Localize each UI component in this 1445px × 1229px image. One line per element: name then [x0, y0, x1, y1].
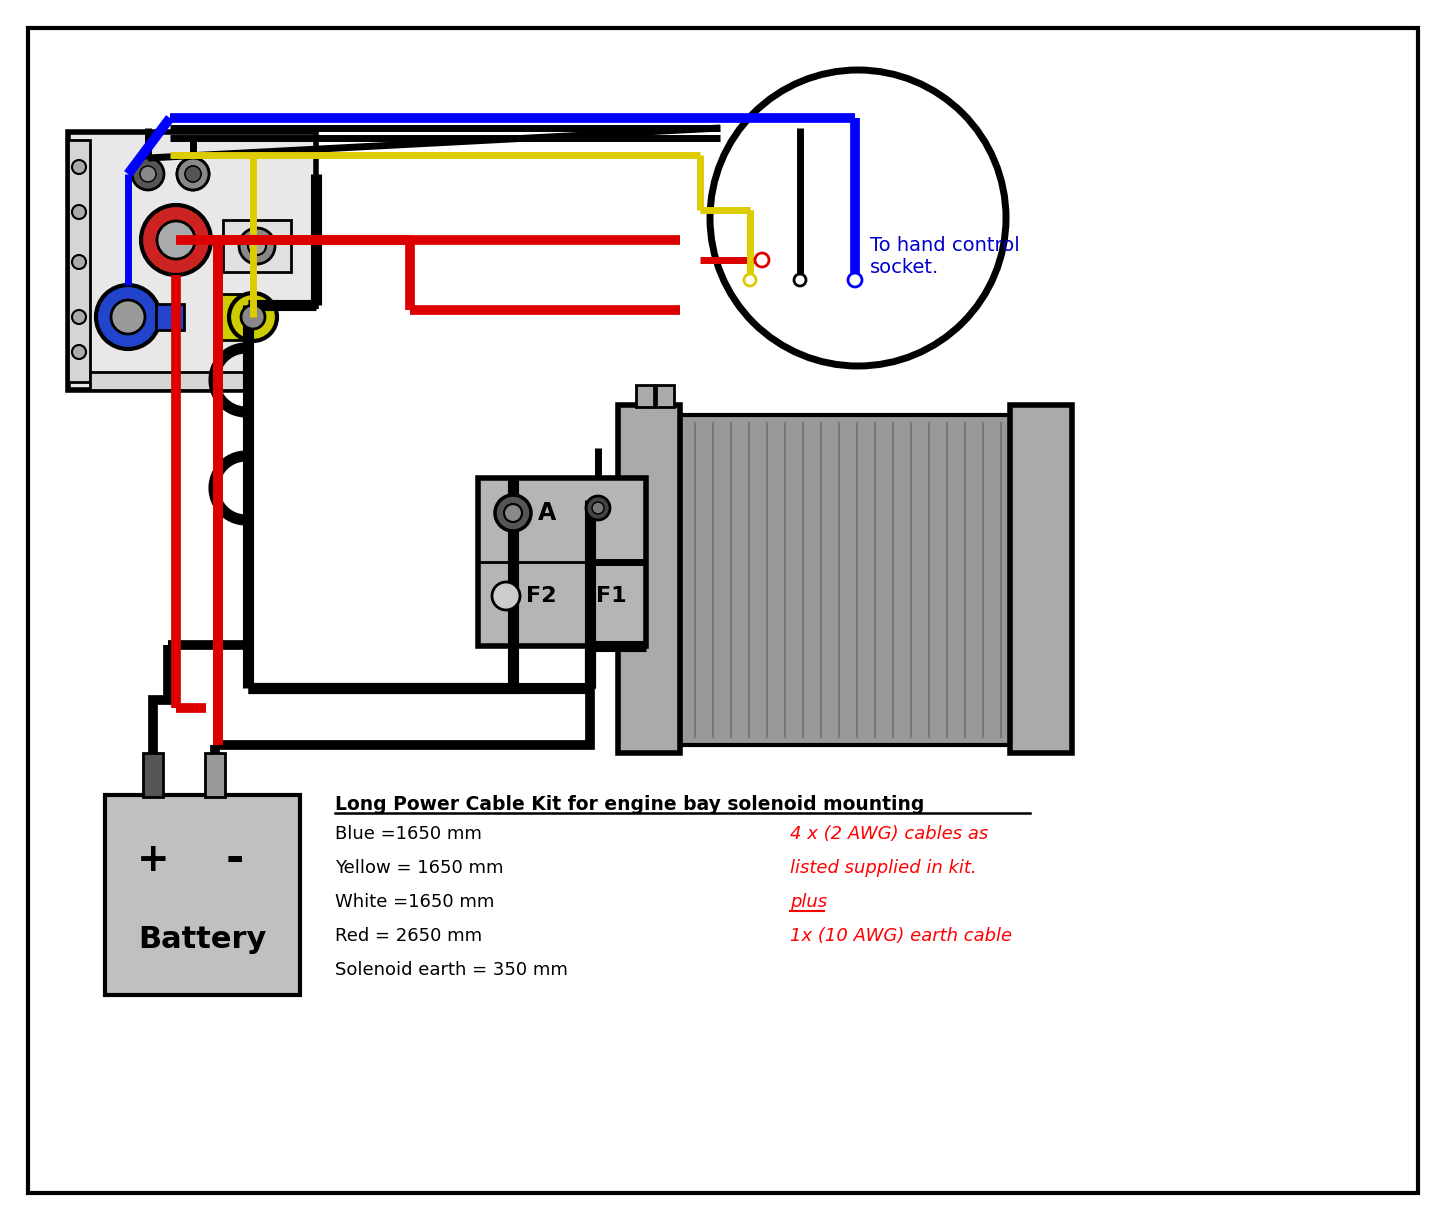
Circle shape — [241, 305, 264, 329]
Text: Solenoid earth = 350 mm: Solenoid earth = 350 mm — [335, 961, 568, 980]
Bar — [143, 753, 163, 796]
Text: F2: F2 — [526, 586, 556, 606]
Text: A: A — [538, 501, 556, 525]
Circle shape — [848, 273, 863, 288]
Text: listed supplied in kit.: listed supplied in kit. — [790, 859, 977, 878]
Text: Long Power Cable Kit for engine bay solenoid mounting: Long Power Cable Kit for engine bay sole… — [335, 795, 925, 814]
Circle shape — [709, 70, 1006, 366]
Bar — [618, 406, 681, 753]
Circle shape — [72, 345, 87, 359]
Circle shape — [72, 160, 87, 175]
Bar — [156, 304, 184, 331]
Text: -: - — [225, 838, 244, 881]
Circle shape — [491, 583, 520, 610]
Bar — [478, 478, 646, 646]
Circle shape — [95, 285, 160, 349]
Text: Blue =1650 mm: Blue =1650 mm — [335, 825, 481, 843]
Text: +: + — [137, 841, 169, 879]
Circle shape — [228, 293, 277, 340]
Text: Red = 2650 mm: Red = 2650 mm — [335, 927, 483, 945]
Circle shape — [111, 300, 144, 334]
Circle shape — [131, 159, 163, 190]
Text: To hand control
socket.: To hand control socket. — [870, 236, 1020, 277]
Circle shape — [592, 501, 604, 514]
Circle shape — [504, 504, 522, 522]
Bar — [215, 294, 241, 340]
Circle shape — [744, 274, 756, 286]
Bar — [68, 140, 90, 382]
Text: White =1650 mm: White =1650 mm — [335, 893, 494, 911]
Bar — [205, 753, 225, 796]
Bar — [656, 385, 673, 407]
Circle shape — [140, 166, 156, 182]
Text: Battery: Battery — [137, 925, 266, 955]
Circle shape — [158, 221, 195, 259]
Circle shape — [176, 159, 210, 190]
Circle shape — [793, 274, 806, 286]
Bar — [681, 415, 1010, 745]
Text: F1: F1 — [595, 586, 627, 606]
Bar — [68, 132, 316, 390]
Circle shape — [249, 237, 266, 254]
Bar — [251, 308, 587, 685]
Circle shape — [176, 159, 210, 190]
Circle shape — [587, 497, 610, 520]
Bar — [223, 220, 290, 272]
Circle shape — [238, 229, 275, 264]
Text: Yellow = 1650 mm: Yellow = 1650 mm — [335, 859, 503, 878]
Circle shape — [72, 310, 87, 324]
Circle shape — [185, 166, 201, 182]
Bar — [90, 372, 316, 390]
Circle shape — [142, 205, 211, 275]
Circle shape — [754, 253, 769, 267]
Circle shape — [72, 205, 87, 219]
Bar — [105, 795, 301, 995]
Text: 4 x (2 AWG) cables as: 4 x (2 AWG) cables as — [790, 825, 988, 843]
Bar — [1010, 406, 1072, 753]
Circle shape — [72, 254, 87, 269]
Text: plus: plus — [790, 893, 827, 911]
Circle shape — [185, 166, 201, 182]
Bar — [636, 385, 655, 407]
Circle shape — [496, 495, 530, 531]
Text: 1x (10 AWG) earth cable: 1x (10 AWG) earth cable — [790, 927, 1012, 945]
